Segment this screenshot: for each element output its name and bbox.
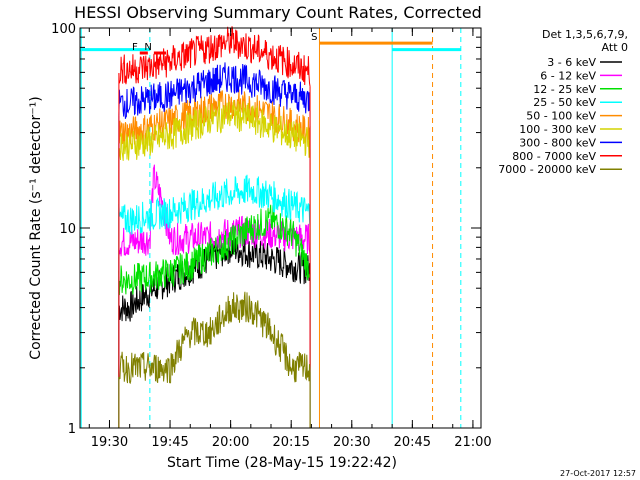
chart-title: HESSI Observing Summary Count Rates, Cor…	[74, 3, 482, 22]
series-line-4	[118, 174, 311, 235]
legend-label-9: 7000 - 20000 keV	[498, 163, 596, 176]
legend-title: Det 1,3,5,6,7,9,	[542, 28, 628, 41]
x-tick-label-2: 19:45	[151, 435, 188, 450]
annotation-label-N: N	[144, 42, 151, 53]
legend-label-5: 50 - 100 keV	[526, 110, 596, 123]
plot-area: F N S	[80, 26, 462, 428]
x-tick-label-7: 21:00	[454, 435, 491, 450]
series-line-8	[118, 26, 311, 87]
x-tick-label-6: 20:45	[394, 435, 431, 450]
annotation-label-F: F	[132, 42, 138, 53]
legend-subtitle: Att 0	[602, 41, 628, 54]
y-tick-label-3: 100	[51, 22, 76, 37]
series-line-9	[118, 291, 311, 385]
x-tick-label-1: 19:30	[91, 435, 128, 450]
legend-label-8: 800 - 7000 keV	[512, 150, 596, 163]
legend-label-3: 12 - 25 keV	[533, 83, 596, 96]
y-tick-label-2: 10	[59, 222, 76, 237]
x-tick-label-3: 20:00	[212, 435, 249, 450]
legend-label-6: 100 - 300 keV	[519, 123, 596, 136]
y-axis: 1 10 100	[51, 22, 481, 437]
series-line-6	[118, 100, 311, 161]
series-line-5	[118, 89, 311, 149]
series-line-3	[118, 204, 311, 296]
x-axis-label: Start Time (28-May-15 19:22:42)	[167, 455, 397, 471]
x-tick-label-4: 20:15	[272, 435, 309, 450]
y-axis-label: Corrected Count Rate (s⁻¹ detector⁻¹)	[28, 96, 44, 359]
timestamp: 27-Oct-2017 12:57	[560, 469, 636, 478]
series-line-7	[118, 62, 311, 119]
legend-label-4: 25 - 50 keV	[533, 96, 596, 109]
annotation-label-S: S	[311, 32, 317, 43]
legend-label-1: 3 - 6 keV	[547, 56, 596, 69]
x-tick-label-5: 20:30	[333, 435, 370, 450]
x-axis: 19:30 19:45 20:00 20:15 20:30 20:45 21:00	[88, 28, 492, 450]
legend-label-2: 6 - 12 keV	[540, 69, 596, 82]
legend-label-7: 300 - 800 keV	[519, 136, 596, 149]
y-tick-label-1: 1	[68, 422, 76, 437]
